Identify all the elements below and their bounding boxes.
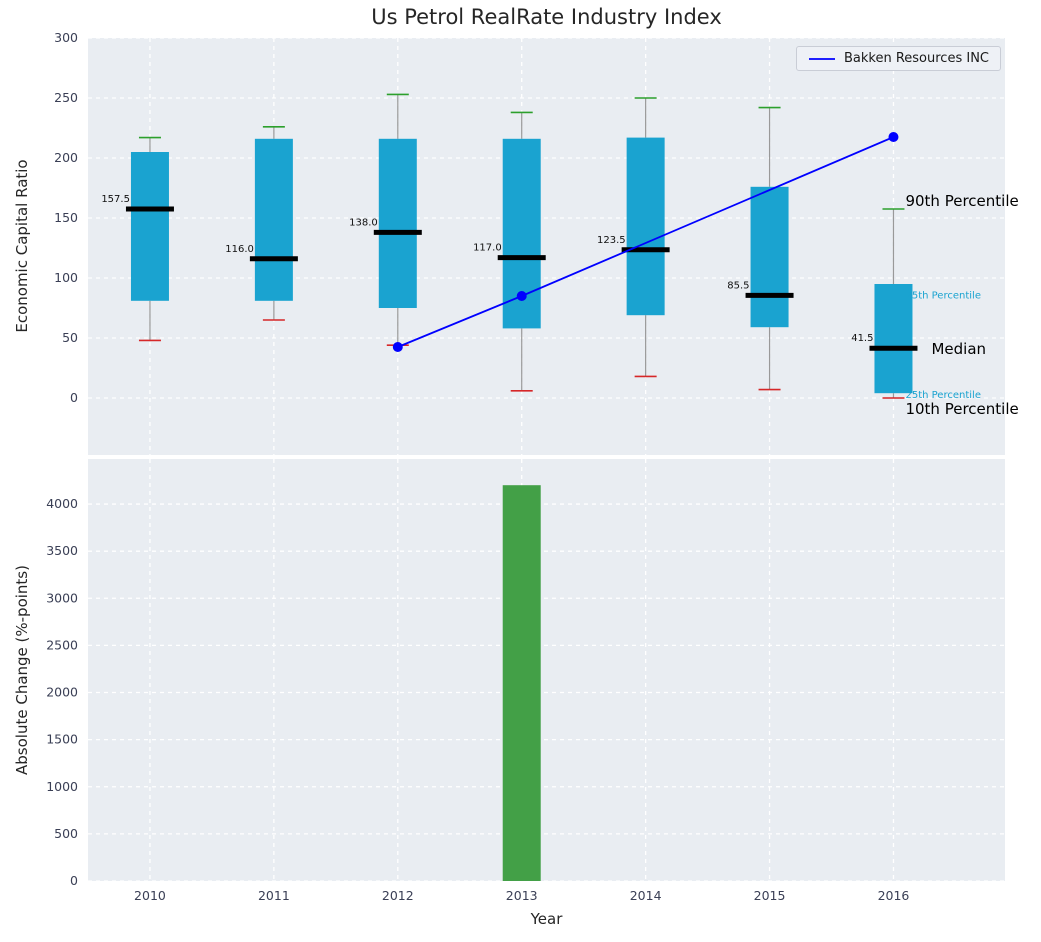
box-iqr (874, 284, 913, 394)
percentile-annotation: 10th Percentile (905, 400, 1018, 418)
legend-label: Bakken Resources INC (843, 51, 989, 66)
median-value-label: 157.5 (101, 194, 130, 205)
y-tick-label-bottom: 1000 (46, 779, 78, 794)
box-iqr (130, 152, 169, 301)
y-tick-label-top: 50 (62, 330, 78, 345)
box-iqr (254, 138, 293, 301)
x-tick-label: 2015 (754, 888, 786, 903)
y-tick-label-top: 250 (54, 90, 78, 105)
y-tick-label-bottom: 4000 (46, 496, 78, 511)
y-tick-label-top: 150 (54, 210, 78, 225)
bakken-marker (888, 132, 899, 142)
y-tick-label-bottom: 500 (54, 826, 78, 841)
median-value-label: 138.0 (349, 217, 378, 228)
median-value-label: 41.5 (851, 333, 873, 344)
x-tick-label: 2013 (506, 888, 538, 903)
bakken-marker (516, 291, 527, 301)
y-tick-label-bottom: 3000 (46, 590, 78, 605)
x-tick-label: 2010 (134, 888, 166, 903)
x-tick-label: 2014 (630, 888, 662, 903)
y-tick-label-bottom: 0 (70, 873, 78, 888)
y-tick-label-top: 300 (54, 30, 78, 45)
legend-line-icon (808, 57, 835, 60)
percentile-annotation: 75th Percentile (905, 291, 981, 302)
legend: Bakken Resources INC (795, 46, 1001, 71)
median-value-label: 116.0 (225, 244, 254, 255)
y-tick-label-top: 100 (54, 270, 78, 285)
top-plot-area (88, 38, 1005, 455)
y-tick-label-top: 0 (70, 390, 78, 405)
x-tick-label: 2012 (382, 888, 414, 903)
x-tick-label: 2016 (878, 888, 910, 903)
percentile-annotation: Median (931, 340, 986, 358)
x-axis-label: Year (530, 910, 563, 928)
y-tick-label-bottom: 3500 (46, 543, 78, 558)
percentile-annotation: 25th Percentile (905, 390, 981, 401)
median-value-label: 123.5 (597, 235, 626, 246)
percentile-annotation: 90th Percentile (905, 192, 1018, 210)
chart-title: Us Petrol RealRate Industry Index (371, 5, 722, 29)
absolute-change-bar (502, 485, 541, 881)
bottom-plot-area (88, 459, 1005, 881)
median-value-label: 85.5 (727, 280, 749, 291)
bakken-marker (392, 342, 403, 352)
median-value-label: 117.0 (473, 243, 502, 254)
box-iqr (626, 137, 665, 316)
box-iqr (750, 186, 789, 328)
y-tick-label-bottom: 2000 (46, 685, 78, 700)
y-tick-label-bottom: 1500 (46, 732, 78, 747)
top-y-axis-label: Economic Capital Ratio (13, 159, 31, 333)
y-tick-label-bottom: 2500 (46, 637, 78, 652)
x-tick-label: 2011 (258, 888, 290, 903)
box-iqr (378, 138, 417, 308)
bottom-y-axis-label: Absolute Change (%-points) (13, 565, 31, 775)
y-tick-label-top: 200 (54, 150, 78, 165)
